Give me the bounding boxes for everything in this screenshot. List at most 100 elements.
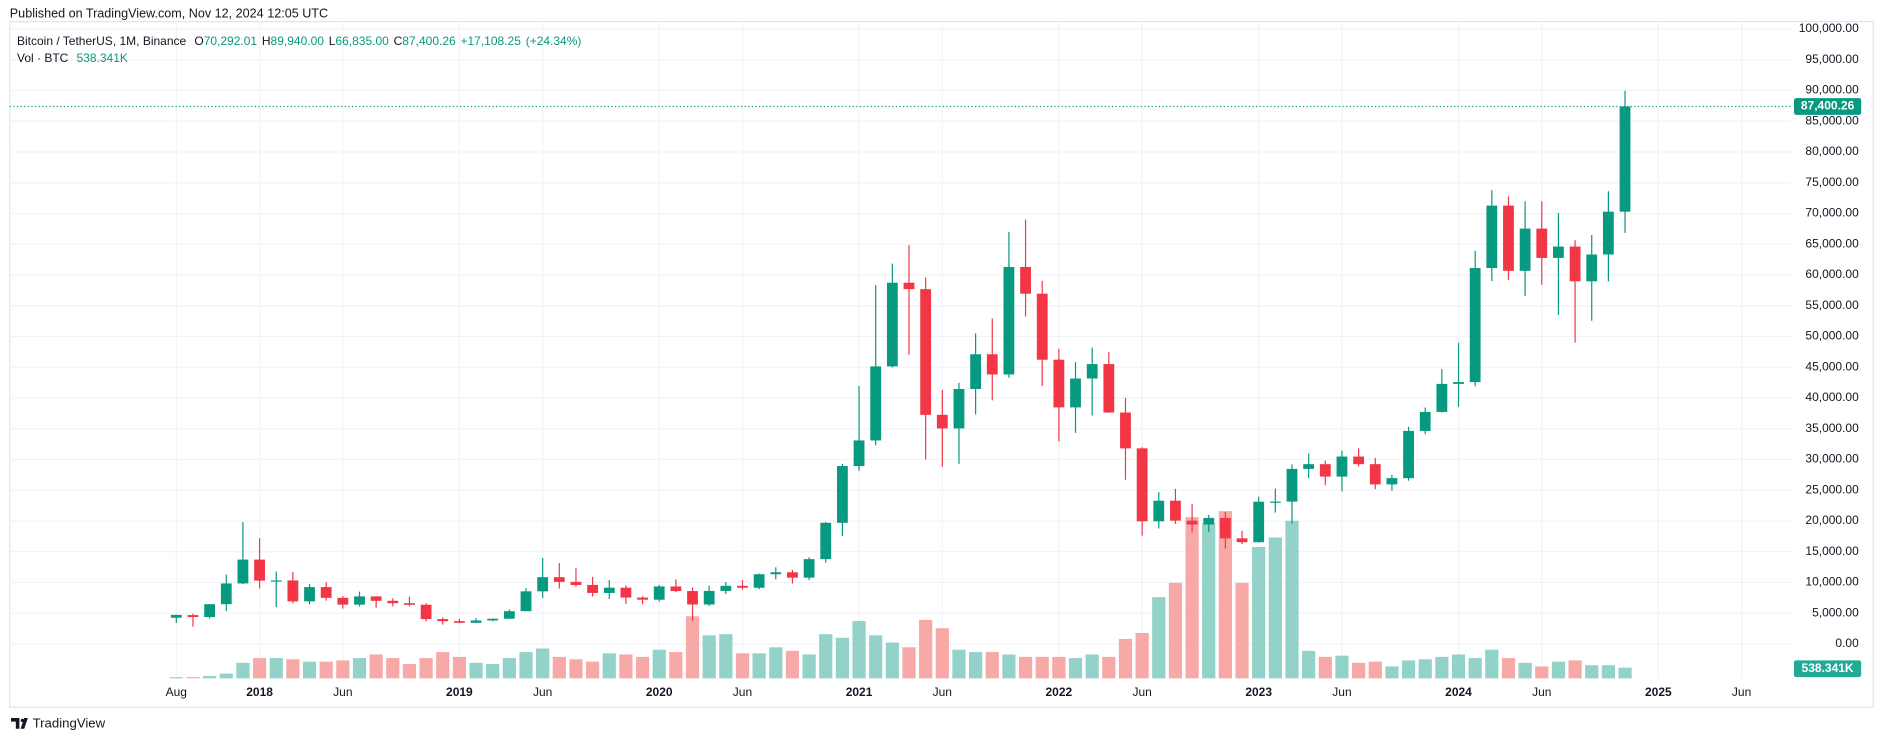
candle-body <box>237 559 249 584</box>
legend-key: H <box>262 34 271 48</box>
volume-bar <box>436 652 450 679</box>
last-volume-box <box>1793 660 1862 678</box>
legend-key: C <box>394 34 403 48</box>
candle-body <box>1269 501 1281 503</box>
y-tick-label: 10,000.00 <box>1805 575 1859 589</box>
candle-body <box>1186 520 1198 525</box>
volume-bar <box>502 658 516 679</box>
candle-body <box>370 596 382 601</box>
candle-body <box>1586 254 1598 282</box>
candle-body <box>653 586 665 600</box>
candle-body <box>886 282 898 367</box>
candles <box>170 90 1631 627</box>
candle-body <box>1203 517 1215 525</box>
candle-body <box>1286 468 1298 502</box>
x-tick-label: 2025 <box>1645 685 1672 699</box>
candle-body <box>920 289 932 415</box>
volume-bar <box>1318 656 1332 679</box>
volume-bar <box>369 654 383 679</box>
footer-brand: TradingView <box>33 715 106 730</box>
volume-bar <box>469 662 483 679</box>
volume-bar <box>286 659 300 679</box>
candle-body <box>1519 228 1531 271</box>
legend-value: +17,108.25 <box>460 34 521 48</box>
candle-body <box>404 603 415 605</box>
volume-bar <box>1585 665 1599 679</box>
candle-body <box>903 282 915 290</box>
candle-body <box>1136 448 1148 522</box>
candle-body <box>1020 266 1031 294</box>
volume-bar <box>1218 511 1232 679</box>
candle-body <box>853 440 865 467</box>
y-tick-label: 35,000.00 <box>1805 421 1859 435</box>
candle-body <box>537 577 549 592</box>
last-volume-label: 538.341K <box>1802 661 1854 675</box>
legend: Bitcoin / TetherUS, 1M, Binance O70,292.… <box>17 34 581 48</box>
candle-body <box>1253 501 1265 543</box>
legend-value: (+24.34%) <box>526 34 582 48</box>
candle-body <box>936 414 948 429</box>
candle-body <box>753 574 765 588</box>
volume-bar <box>1135 632 1149 679</box>
candle-body <box>1602 211 1614 255</box>
volume-bar <box>1501 658 1516 679</box>
y-tick-label: 40,000.00 <box>1805 390 1859 404</box>
logo-dot <box>20 718 25 723</box>
candle-body <box>320 587 332 598</box>
x-tick-label: 2021 <box>846 685 873 699</box>
volume-bar <box>1352 662 1366 679</box>
candle-body <box>1120 412 1131 449</box>
volume-bar <box>186 677 200 679</box>
y-tick-label: 5,000.00 <box>1812 605 1859 619</box>
candle-body <box>1369 464 1381 485</box>
volume-bar <box>1468 658 1482 679</box>
x-tick-label: Jun <box>933 685 952 699</box>
volume-bar <box>669 652 683 679</box>
volume-bar <box>752 653 766 679</box>
candle-body <box>870 366 882 441</box>
candle-body <box>1619 106 1631 212</box>
candle-body <box>337 597 349 605</box>
volume-bar <box>1002 654 1016 679</box>
candle-body <box>1453 382 1464 384</box>
volume-bar <box>1202 523 1216 679</box>
volume-bar <box>1035 656 1049 679</box>
x-tick-label: Jun <box>1532 685 1551 699</box>
volume-bar <box>769 647 783 679</box>
volume-bar <box>252 658 267 679</box>
volume-bar <box>1368 661 1382 679</box>
candle-body <box>1419 411 1431 431</box>
volume-legend-name: Vol · BTC <box>17 51 69 65</box>
legend-symbol: Bitcoin / TetherUS, 1M, Binance <box>17 34 187 48</box>
volume-bar <box>302 661 317 679</box>
y-tick-label: 60,000.00 <box>1805 267 1859 281</box>
published-note: Published on TradingView.com, Nov 12, 20… <box>10 7 328 21</box>
volume-bar <box>952 649 966 679</box>
volume-bar <box>1118 638 1133 679</box>
volume-bar <box>602 653 616 679</box>
volume-bar <box>236 662 250 679</box>
volume-bar <box>1302 650 1316 679</box>
y-tick-label: 80,000.00 <box>1805 144 1859 158</box>
volume-bar <box>452 656 467 679</box>
candle-body <box>836 466 848 523</box>
y-tick-label: 90,000.00 <box>1805 83 1859 97</box>
last-price-label: 87,400.26 <box>1801 99 1855 113</box>
y-tick-label: 75,000.00 <box>1805 175 1859 189</box>
candle-body <box>1070 378 1081 408</box>
candle-body <box>553 577 565 582</box>
legend-key: O <box>194 34 203 48</box>
candle-body <box>1386 478 1398 485</box>
legend-key: L <box>329 34 336 48</box>
candle-body <box>1403 430 1414 479</box>
candle-body <box>453 621 465 623</box>
candle-body <box>287 580 299 602</box>
candle-body <box>970 354 982 389</box>
x-tick-label: 2018 <box>246 685 273 699</box>
volume-bar <box>1551 661 1566 679</box>
candle-body <box>1436 383 1448 412</box>
y-tick-label: 100,000.00 <box>1799 21 1859 35</box>
candle-body <box>1036 293 1048 360</box>
candle-body <box>1086 364 1098 379</box>
